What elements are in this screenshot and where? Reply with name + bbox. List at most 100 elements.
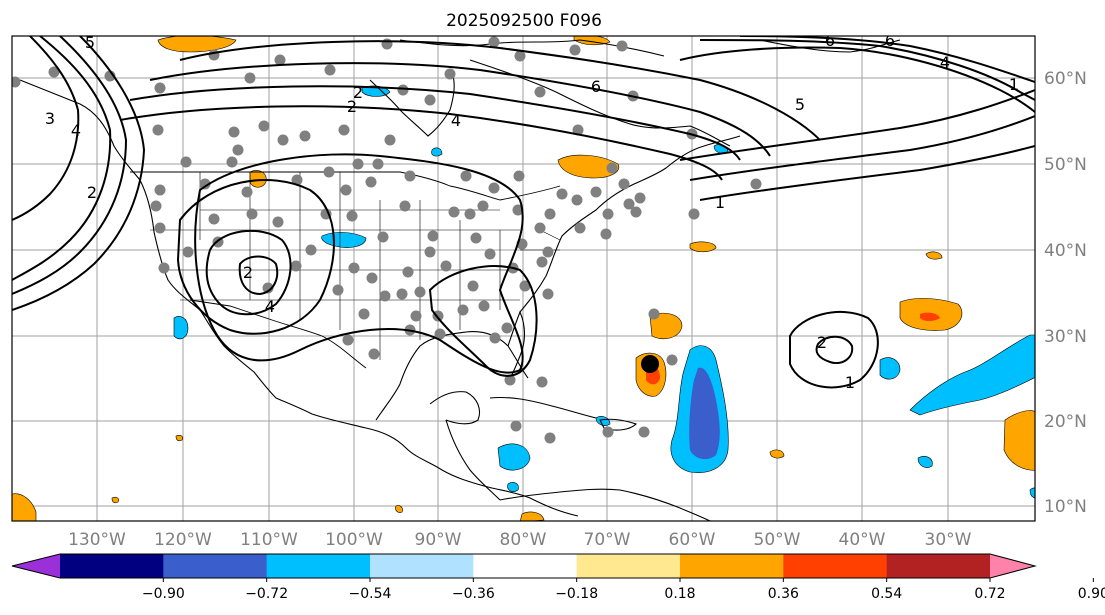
station-dot (272, 216, 284, 228)
station-dot (342, 334, 354, 346)
contour-low-sw-inner (238, 255, 279, 296)
station-dot (396, 288, 408, 300)
orange-north (157, 36, 237, 53)
station-dot (274, 54, 286, 66)
station-dot (323, 166, 335, 178)
station-dot (510, 420, 522, 432)
station-dot (630, 206, 642, 218)
longitude-label: 40°W (839, 530, 886, 550)
storm-center-marker (641, 355, 659, 373)
colorbar-segment (266, 554, 371, 578)
colorbar-tick-label: 0.72 (974, 586, 1005, 602)
blue-small-1 (879, 357, 901, 380)
orange-small-6 (111, 496, 119, 504)
station-dot (226, 156, 238, 168)
latitude-label: 50°N (1044, 155, 1087, 175)
station-dot (618, 178, 630, 190)
latitude-label: 30°N (1044, 327, 1087, 347)
longitude-label: 130°W (68, 530, 126, 550)
colorbar-tick-label: −0.18 (555, 586, 598, 602)
station-dot (152, 124, 164, 136)
station-dot (384, 134, 396, 146)
longitude-axis: 130°W 120°W 110°W 100°W 90°W 80°W 70°W 60°W 50°W… (68, 530, 972, 550)
colorbar-tick-label: −0.54 (349, 586, 392, 602)
state-lines (150, 172, 561, 360)
colorbar-segment (60, 554, 164, 578)
station-dot (514, 50, 526, 62)
contour-label: 4 (940, 53, 950, 72)
orange-small-2 (925, 251, 943, 260)
orange-small-3 (519, 511, 545, 521)
station-dot (572, 124, 584, 136)
contour-west-2 (12, 36, 128, 295)
station-dot (544, 432, 556, 444)
station-dot (397, 84, 409, 96)
station-dot (544, 208, 556, 220)
station-dot (299, 130, 311, 142)
contour-mid-atl-low-inner (815, 335, 854, 364)
colorbar-tick-label: −0.72 (245, 586, 288, 602)
contour-east-3 (679, 89, 1035, 161)
station-dot (484, 248, 496, 260)
station-dot (290, 260, 302, 272)
contour-north-1 (179, 40, 821, 141)
contour-label: 2 (87, 183, 97, 202)
coast-hudson-bay (369, 71, 455, 137)
station-dot (12, 76, 21, 88)
station-dot (244, 72, 256, 84)
station-dot (606, 162, 618, 174)
contour-mid-atl-low-outer (789, 310, 879, 389)
station-dot (470, 232, 482, 244)
station-dot (536, 376, 548, 388)
station-dot (434, 328, 446, 340)
latitude-axis: 60°N 50°N 40°N 30°N 20°N 10°N (1044, 69, 1087, 517)
contour-west-1 (12, 36, 112, 281)
station-dot (414, 286, 426, 298)
station-dot (460, 170, 472, 182)
station-dot (464, 208, 476, 220)
station-dot (402, 266, 414, 278)
station-dot (232, 144, 244, 156)
longitude-label: 90°W (415, 530, 462, 550)
latitude-label: 20°N (1044, 412, 1087, 432)
map-frame (11, 35, 1036, 522)
orange-near-sable (557, 154, 620, 179)
contour-east-5 (699, 39, 1035, 101)
orange-mid-atl (649, 313, 683, 339)
longitude-label: 50°W (754, 530, 801, 550)
longitude-label: 80°W (500, 530, 547, 550)
station-dot (424, 246, 436, 258)
station-dot (536, 256, 548, 268)
station-dot (750, 178, 762, 190)
station-dot (488, 182, 500, 194)
contour-label: 2 (243, 263, 253, 282)
station-dot (208, 213, 220, 225)
station-dot (623, 198, 635, 210)
contour-label: 1 (1009, 75, 1019, 94)
station-dot (519, 280, 531, 292)
station-dot (340, 184, 352, 196)
figure-title: 2025092500 F096 (446, 11, 602, 31)
contour-east-2 (689, 115, 1035, 181)
longitude-label: 30°W (925, 530, 972, 550)
orange-se-atl (1003, 410, 1035, 471)
colorbar-tick-label: 0.90 (1078, 586, 1105, 602)
station-dot (332, 284, 344, 296)
blue-caribbean (497, 443, 531, 471)
blue-hudson (361, 85, 391, 97)
contour-label: 2 (347, 97, 357, 116)
contour-label: 2 (817, 333, 827, 352)
station-dot (512, 204, 524, 216)
station-dot (182, 246, 194, 258)
station-dot (569, 44, 581, 56)
station-dot (666, 354, 678, 366)
station-dot (616, 40, 628, 52)
station-dot (348, 262, 360, 274)
station-dot (258, 120, 270, 132)
station-dot (602, 208, 614, 220)
colorbar-tick-label: 0.36 (768, 586, 799, 602)
blue-small-7 (1029, 487, 1035, 499)
contour-west-4 (12, 36, 80, 221)
station-dot (372, 158, 384, 170)
